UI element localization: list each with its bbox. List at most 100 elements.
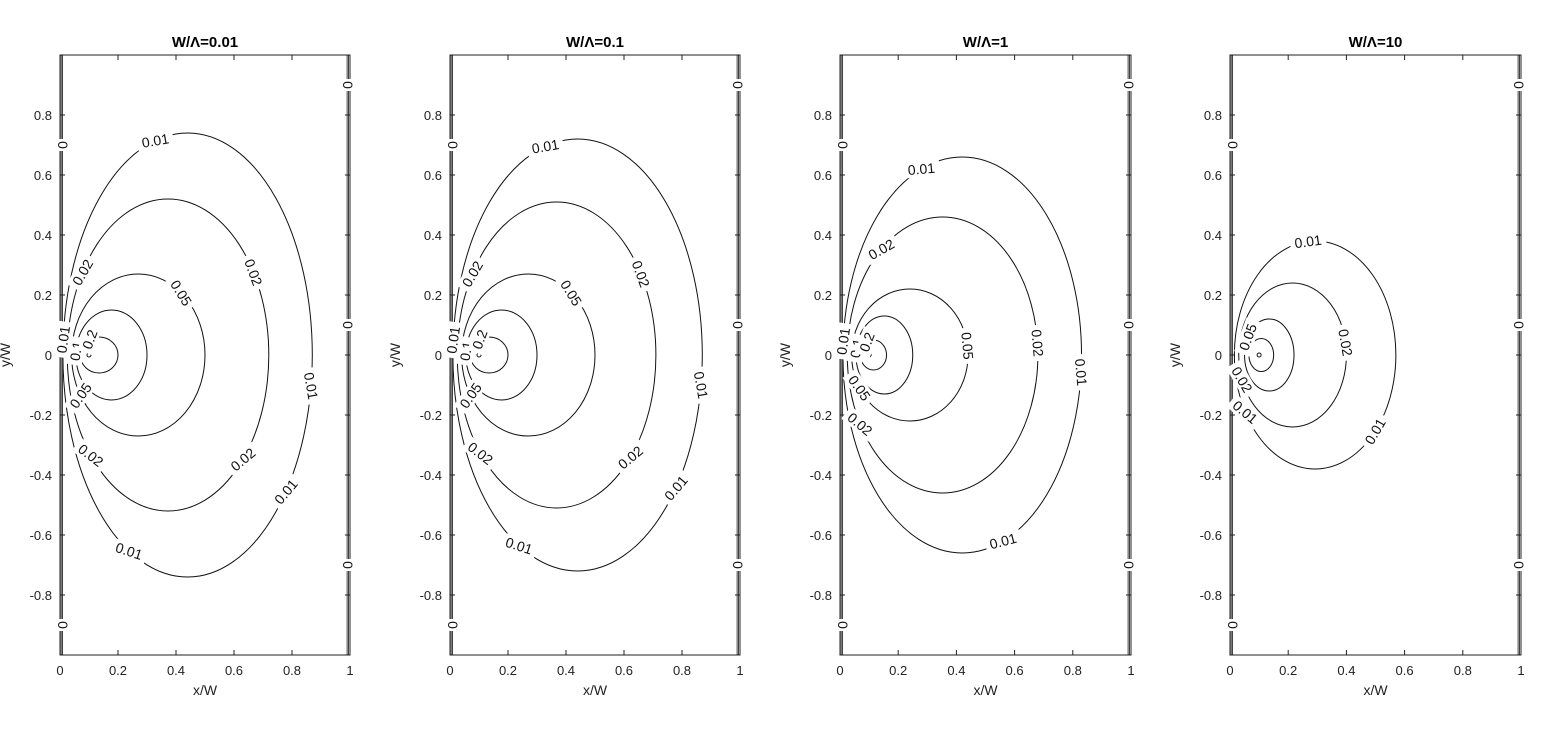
boundary-label-group: 0	[730, 79, 746, 91]
y-tick-label: -0.2	[810, 408, 832, 423]
contour-label-group: 0.01	[136, 129, 175, 152]
y-tick-label: -0.2	[1200, 408, 1222, 423]
y-tick-label: -0.4	[30, 468, 52, 483]
panel-2: 0 0.2 0.4 0.6 0.8 1 -0.8 -0.6 -0.4 -0.2 0 0.2 0.4 0.6…	[387, 34, 746, 698]
chart-title: W/Λ=1	[963, 34, 1008, 51]
boundary-label-group: 0	[340, 559, 356, 571]
x-tick-label: 0.6	[1006, 663, 1024, 678]
contour-label-mask	[136, 129, 175, 152]
contour-label: 0.01	[988, 530, 1019, 553]
y-axis-label: y/W	[387, 342, 403, 367]
boundary-zero-label: 0	[835, 141, 851, 149]
boundary-label-group: 0	[1511, 559, 1527, 571]
contour-label-group: 0.01	[526, 135, 565, 158]
boundary-label-group: 0	[55, 139, 71, 151]
contour-label: 0.2	[79, 327, 101, 351]
contour-label-mask	[1071, 353, 1091, 391]
boundary-label-group: 0	[1121, 559, 1137, 571]
contour-label-mask	[854, 326, 880, 358]
x-tick-label: 0.6	[1396, 663, 1414, 678]
contour-label-group: 0.05	[164, 273, 198, 313]
panel-3: 0 0.2 0.4 0.6 0.8 1 -0.8 -0.6 -0.4 -0.2 0 0.2 0.4 0.6…	[777, 34, 1137, 698]
contour-label-mask	[268, 472, 304, 511]
y-tick-label: 0.2	[34, 288, 52, 303]
y-tick-label: -0.8	[1200, 588, 1222, 603]
contour-label-mask	[71, 437, 110, 473]
contour-label: 0.2	[856, 330, 878, 354]
x-axis-label: x/W	[583, 682, 608, 698]
contour-label: 0.01	[691, 370, 712, 400]
contour-label-group: 0.01	[832, 322, 854, 361]
boundary-label-group: 0	[445, 139, 461, 151]
y-axis-label: y/W	[777, 342, 793, 367]
y-tick-label: -0.2	[420, 408, 442, 423]
y-tick-label: 0.4	[814, 228, 832, 243]
contour-label-mask	[442, 320, 464, 359]
x-axis-label: x/W	[1363, 682, 1388, 698]
panel-4: 0 0.2 0.4 0.6 0.8 1 -0.8 -0.6 -0.4 -0.2 0 0.2 0.4 0.6…	[1167, 34, 1527, 698]
boundary-zero-label: 0	[1225, 621, 1241, 629]
y-tick-label: 0.4	[424, 228, 442, 243]
contour-label-group: 0.2	[77, 323, 103, 356]
boundary-zero-label: 0	[55, 141, 71, 149]
contour-label-mask	[453, 376, 488, 415]
contour-label-mask	[902, 159, 941, 179]
x-tick-label: 0.8	[1454, 663, 1472, 678]
x-axis-label: x/W	[193, 682, 218, 698]
contour-label: 0.01	[141, 130, 171, 151]
contour-label: 0.02	[1028, 329, 1046, 358]
contour-label-mask	[52, 320, 74, 359]
y-tick-label: 0.2	[424, 288, 442, 303]
contour-label-mask	[861, 233, 901, 266]
y-tick-label: 0.6	[424, 168, 442, 183]
contour-line-0.05	[1244, 318, 1295, 392]
y-tick-label: 0.6	[1204, 168, 1222, 183]
contour-label-mask	[690, 365, 713, 405]
contour-label: 0.2	[469, 327, 491, 351]
y-tick-label: 0.8	[34, 108, 52, 123]
contour-label-mask	[77, 323, 103, 356]
contour-label-mask	[456, 254, 489, 294]
y-tick-label: -0.6	[810, 528, 832, 543]
x-tick-label: 0	[836, 663, 843, 678]
y-tick-label: -0.6	[420, 528, 442, 543]
y-tick-label: 0.8	[1204, 108, 1222, 123]
boundary-label-group: 0	[1511, 79, 1527, 91]
boundary-label-group: 0	[730, 319, 746, 331]
contour-label-mask	[1334, 323, 1357, 362]
contour-label-mask	[1226, 360, 1258, 400]
contour-label-mask	[658, 469, 694, 507]
boundary-label-mask	[1512, 559, 1526, 571]
contour-label-mask	[109, 537, 149, 565]
x-tick-label: 1	[736, 663, 743, 678]
contour-label: 0.01	[53, 325, 73, 354]
boundary-label-mask	[446, 619, 460, 631]
boundary-label-group: 0	[835, 619, 851, 631]
contour-label-mask	[164, 273, 198, 313]
boundary-zero-label: 0	[1511, 321, 1527, 329]
boundary-label-mask	[56, 619, 70, 631]
contour-label-mask	[63, 376, 98, 415]
boundary-label-group: 0	[730, 559, 746, 571]
contour-label-group: 0.01	[52, 320, 74, 359]
boundary-label-mask	[1122, 319, 1136, 331]
boundary-label-group: 0	[1121, 319, 1137, 331]
boundary-label-mask	[341, 559, 355, 571]
y-tick-label: 0.2	[1204, 288, 1222, 303]
contour-label: 0.01	[443, 325, 463, 354]
y-tick-label: -0.4	[810, 468, 832, 483]
contour-label-mask	[1027, 324, 1048, 362]
contour-label-group: 0.01	[300, 366, 323, 406]
boundary-label-mask	[1512, 319, 1526, 331]
contour-label-group: 0.05	[957, 327, 978, 365]
contour-label-mask	[1289, 231, 1328, 252]
boundary-label-group: 0	[1225, 139, 1241, 151]
x-axis-label: x/W	[973, 682, 998, 698]
boundary-label-group: 0	[55, 619, 71, 631]
x-tick-label: 0.4	[947, 663, 965, 678]
y-tick-label: -0.2	[30, 408, 52, 423]
boundary-label-group: 0	[1225, 619, 1241, 631]
x-tick-label: 0.6	[225, 663, 243, 678]
boundary-zero-label: 0	[445, 141, 461, 149]
